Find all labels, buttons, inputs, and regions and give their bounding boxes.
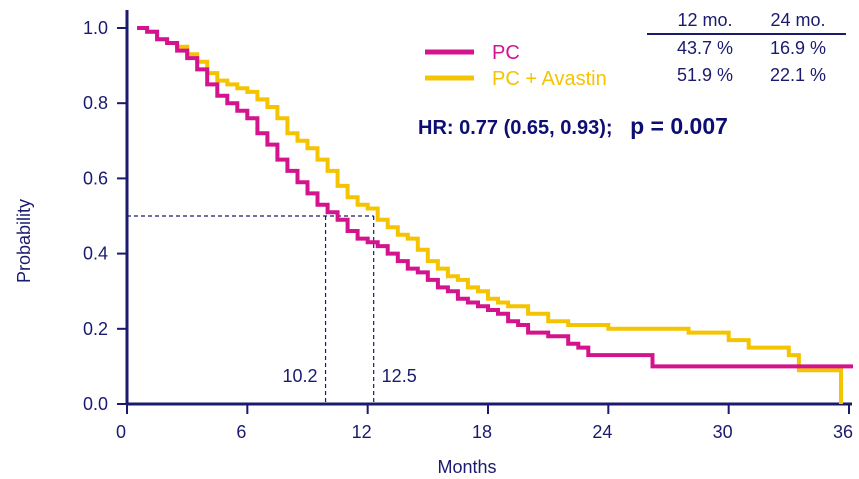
- p-value: p = 0.007: [630, 113, 728, 139]
- x-tick-label: 12: [352, 422, 372, 442]
- survival-curves: [137, 26, 853, 404]
- x-tick-label: 24: [592, 422, 612, 442]
- x-ticks: 0 6 12 18 24 30 36: [116, 404, 853, 442]
- y-tick-label: 0.4: [83, 244, 108, 264]
- legend: PC PC + Avastin: [425, 42, 607, 90]
- x-tick-label: 36: [833, 422, 853, 442]
- y-axis-title: Probability: [14, 199, 34, 283]
- y-tick-label: 0.2: [83, 319, 108, 339]
- legend-label-pc-avastin: PC + Avastin: [492, 68, 607, 90]
- table-cell-pca-24mo: 22.1 %: [770, 65, 826, 85]
- table-header-12mo: 12 mo.: [677, 10, 732, 30]
- hr-annotation: HR: 0.77 (0.65, 0.93); p = 0.007: [418, 113, 728, 139]
- y-tick-label: 0.6: [83, 168, 108, 188]
- table-cell-pca-12mo: 51.9 %: [677, 65, 733, 85]
- y-tick-label: 0.0: [83, 394, 108, 414]
- axes: [125, 10, 852, 406]
- x-tick-label: 6: [236, 422, 246, 442]
- curve-pc-avastin: [137, 26, 843, 404]
- survival-table: 12 mo. 24 mo. 43.7 % 16.9 % 51.9 % 22.1 …: [647, 10, 846, 85]
- median-reference-lines: 10.2 12.5: [127, 215, 417, 404]
- y-tick-label: 0.8: [83, 93, 108, 113]
- median-label: 10.2: [283, 366, 318, 386]
- curve-pc: [137, 26, 853, 369]
- hr-value: HR: 0.77 (0.65, 0.93);: [418, 117, 613, 139]
- table-header-24mo: 24 mo.: [770, 10, 825, 30]
- x-tick-label: 0: [116, 422, 126, 442]
- y-ticks: 0.0 0.2 0.4 0.6 0.8 1.0: [83, 18, 127, 414]
- table-cell-pc-12mo: 43.7 %: [677, 38, 733, 58]
- x-tick-label: 30: [713, 422, 733, 442]
- median-label: 12.5: [382, 366, 417, 386]
- table-cell-pc-24mo: 16.9 %: [770, 38, 826, 58]
- x-axis-title: Months: [437, 457, 496, 477]
- x-tick-label: 18: [472, 422, 492, 442]
- y-tick-label: 1.0: [83, 18, 108, 38]
- legend-label-pc: PC: [492, 42, 520, 64]
